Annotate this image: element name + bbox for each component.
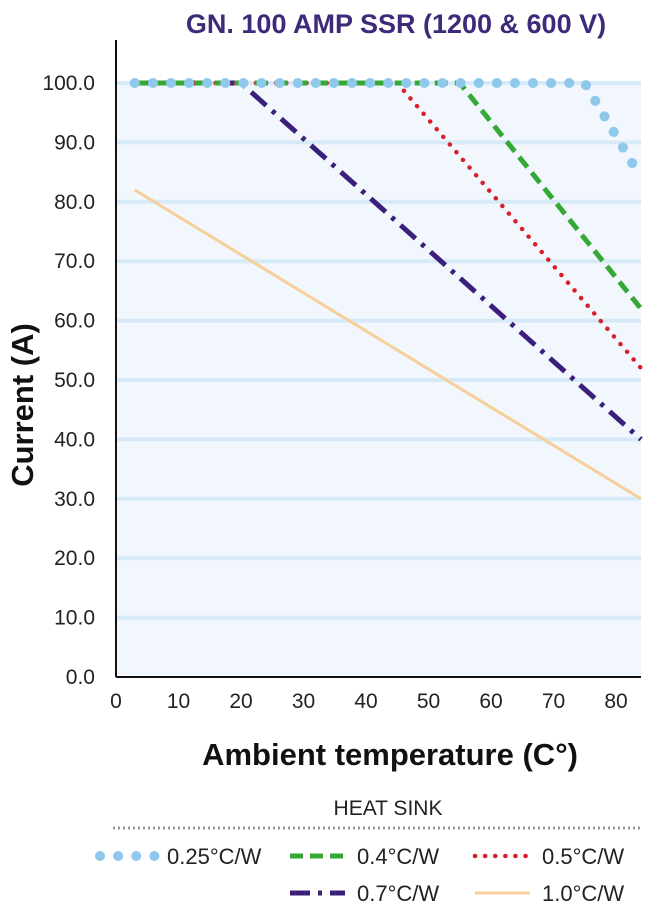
axes [115, 40, 641, 678]
x-tick-label: 50 [417, 690, 440, 713]
y-tick-label: 70.0 [54, 250, 95, 273]
chart-title: GN. 100 AMP SSR (1200 & 600 V) [186, 9, 606, 39]
legend-label: 0.4°C/W [357, 844, 439, 869]
y-axis-label: Current (A) [5, 323, 40, 487]
x-tick-label: 40 [354, 690, 377, 713]
legend-item: 0.5°C/W [472, 844, 624, 869]
y-tick-label: 50.0 [54, 369, 95, 392]
legend-item: 0.7°C/W [290, 881, 439, 906]
y-tick-label: 100.0 [42, 72, 95, 95]
y-tick-label: 90.0 [54, 131, 95, 154]
legend-label: 0.7°C/W [357, 881, 439, 906]
x-tick-label: 80 [604, 690, 627, 713]
x-tick-label: 0 [110, 690, 122, 713]
legend-label: 0.5°C/W [542, 844, 624, 869]
y-tick-label: 40.0 [54, 428, 95, 451]
x-tick-label: 70 [542, 690, 565, 713]
legend: 0.25°C/W 0.4°C/W 0.5°C/W 0.7°C/W 1.0°C/W [95, 844, 624, 906]
x-tick-label: 20 [229, 690, 252, 713]
y-tick-label: 60.0 [54, 310, 95, 333]
x-axis-label: Ambient temperature (C°) [202, 737, 578, 772]
y-tick-label: 0.0 [66, 666, 95, 689]
y-axis-ticks: 0.0 10.0 20.0 30.0 40.0 50.0 60.0 70.0 80.0 90.0 1… [42, 72, 95, 689]
y-tick-label: 20.0 [54, 547, 95, 570]
x-tick-label: 30 [292, 690, 315, 713]
y-tick-label: 80.0 [54, 191, 95, 214]
series-line [133, 188, 642, 501]
y-tick-label: 30.0 [54, 488, 95, 511]
legend-title: HEAT SINK [334, 797, 443, 820]
series-line [129, 78, 646, 184]
legend-label: 0.25°C/W [167, 844, 262, 869]
legend-item: 0.4°C/W [290, 844, 439, 869]
x-tick-label: 10 [167, 690, 190, 713]
legend-label: 1.0°C/W [542, 881, 624, 906]
x-tick-label: 60 [479, 690, 502, 713]
series-lines [129, 78, 646, 501]
y-tick-label: 10.0 [54, 607, 95, 630]
legend-item: 0.25°C/W [95, 844, 262, 869]
x-axis-ticks: 0 10 20 30 40 50 60 70 80 [110, 690, 628, 713]
legend-item: 1.0°C/W [475, 881, 624, 906]
